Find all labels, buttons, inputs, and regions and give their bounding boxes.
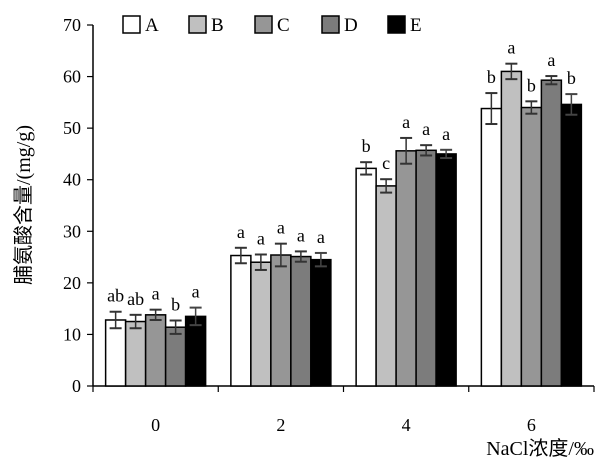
significance-label: b xyxy=(527,75,536,95)
x-axis: 0 2 4 6 xyxy=(92,385,595,435)
significance-label: ab xyxy=(107,286,124,306)
bar-e-2 xyxy=(310,258,332,387)
bar-a-6 xyxy=(480,107,503,387)
y-tick-label: 10 xyxy=(63,324,81,344)
error-bar xyxy=(525,100,538,115)
bar-d-2 xyxy=(290,255,312,387)
bar-a-4 xyxy=(355,167,377,387)
y-axis-label: 脯氨酸含量/(mg/g) xyxy=(12,125,35,285)
bar-b-2 xyxy=(250,261,272,387)
bar-e-4 xyxy=(435,153,457,387)
significance-label: a xyxy=(297,225,305,245)
significance-label: c xyxy=(382,153,390,173)
legend-label-b: B xyxy=(211,15,224,36)
significance-label: a xyxy=(257,228,265,248)
significance-label: b xyxy=(567,68,576,88)
legend-swatch-c xyxy=(254,15,273,34)
y-axis: 0 10 20 30 40 50 60 70 xyxy=(63,15,94,396)
bar-e-6 xyxy=(560,103,583,387)
error-bar xyxy=(360,161,373,176)
bar-d-4 xyxy=(415,149,437,387)
y-tick-label: 0 xyxy=(72,376,81,396)
bar-b-6 xyxy=(500,70,523,387)
legend-label-a: A xyxy=(145,15,159,36)
error-bar xyxy=(149,308,162,321)
significance-label: a xyxy=(422,119,430,139)
significance-label: a xyxy=(317,227,325,247)
error-bar xyxy=(254,253,267,271)
significance-label: a xyxy=(442,124,450,144)
error-bar xyxy=(129,313,142,330)
legend-label-c: C xyxy=(277,15,290,36)
bar-c-0 xyxy=(144,314,167,387)
bar-e-0 xyxy=(184,315,207,387)
bar-d-0 xyxy=(164,326,187,387)
significance-label: a xyxy=(507,38,515,58)
significance-label: a xyxy=(237,222,245,242)
error-bar xyxy=(314,251,327,268)
bar-c-4 xyxy=(395,150,417,387)
error-bar xyxy=(565,93,578,116)
error-bar xyxy=(294,250,307,263)
legend-swatch-e xyxy=(387,15,406,34)
bar-c-6 xyxy=(520,106,543,387)
error-bar xyxy=(169,319,182,335)
bar-a-2 xyxy=(230,254,252,387)
legend-label-d: D xyxy=(344,15,358,36)
x-tick-label: 6 xyxy=(527,415,536,435)
significance-label: a xyxy=(402,112,410,132)
error-bar xyxy=(380,178,393,194)
significance-label: a xyxy=(152,284,160,304)
error-bar xyxy=(234,246,247,265)
y-tick-label: 40 xyxy=(63,170,81,190)
y-axis-title: 脯氨酸含量/(mg/g) xyxy=(12,125,35,285)
error-bar xyxy=(420,144,433,157)
bar-a-0 xyxy=(104,319,127,387)
legend-swatch-d xyxy=(321,15,340,34)
y-tick-label: 30 xyxy=(63,221,81,241)
error-bar xyxy=(400,136,413,165)
error-bar xyxy=(109,310,122,330)
error-bar xyxy=(189,306,202,327)
x-tick-label: 2 xyxy=(276,415,285,435)
y-tick-label: 20 xyxy=(63,273,81,293)
legend-swatch-b xyxy=(188,15,207,34)
x-tick-label: 4 xyxy=(402,415,411,435)
significance-label: a xyxy=(277,218,285,238)
error-bar xyxy=(274,242,287,268)
significance-label: ab xyxy=(127,289,144,309)
error-bar xyxy=(485,92,498,126)
legend-swatch-a xyxy=(122,15,141,34)
bar-d-6 xyxy=(540,79,563,387)
y-tick-label: 50 xyxy=(63,118,81,138)
significance-label: b xyxy=(362,136,371,156)
error-bar xyxy=(505,62,518,81)
significance-label: a xyxy=(547,50,555,70)
error-bar xyxy=(545,75,558,86)
x-axis-label: NaCl浓度/‰ xyxy=(486,437,594,460)
bar-c-2 xyxy=(270,254,292,387)
bar-b-0 xyxy=(124,320,147,387)
legend: A B C D E xyxy=(122,15,422,36)
bar-b-4 xyxy=(375,185,397,387)
error-bar xyxy=(440,148,453,160)
y-tick-label: 70 xyxy=(63,15,81,35)
significance-label: a xyxy=(192,282,200,302)
x-tick-label: 0 xyxy=(151,415,160,435)
legend-label-e: E xyxy=(410,15,422,36)
significance-label: b xyxy=(171,295,180,315)
significance-label: b xyxy=(487,67,496,87)
y-tick-label: 60 xyxy=(63,67,81,87)
